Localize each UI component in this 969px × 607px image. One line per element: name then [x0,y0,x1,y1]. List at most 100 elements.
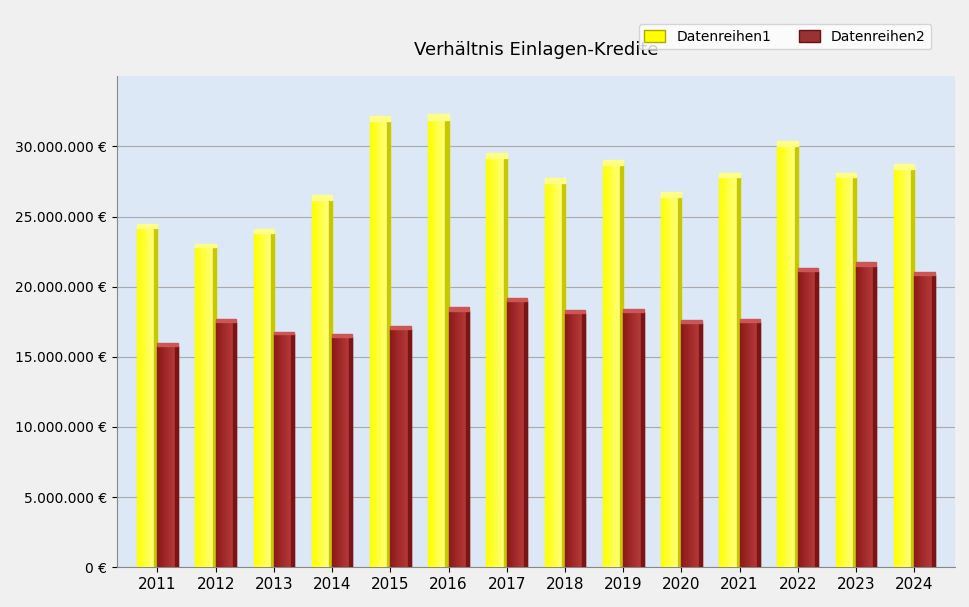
Bar [840,177,841,568]
Bar [435,120,436,568]
Bar [579,313,580,568]
Bar [563,183,564,568]
Bar [325,200,326,568]
Bar [452,311,453,568]
Bar [856,266,857,568]
Bar [408,329,409,568]
Bar [838,177,839,568]
Bar [316,200,317,568]
Bar [626,312,627,568]
Bar [518,300,519,568]
Bar [488,158,489,568]
Bar [209,248,210,568]
Bar [455,311,456,568]
Bar [154,228,155,568]
Bar [670,197,671,568]
Bar [519,300,520,568]
Bar [212,248,213,568]
Bar [554,183,555,568]
Bar [427,120,428,568]
Bar [680,323,682,568]
Bar [387,121,390,568]
Bar [523,300,524,568]
Bar [808,271,809,568]
Bar [289,334,290,568]
Bar [287,334,288,568]
Bar [757,322,758,568]
Bar [576,313,577,568]
Bar [501,158,502,568]
Bar [898,169,899,568]
Bar [850,177,851,568]
Bar [794,146,795,568]
Bar [583,313,584,568]
Bar [394,329,395,568]
Bar [804,271,805,568]
Bar [698,323,699,568]
Bar [735,177,736,568]
Bar [197,248,199,568]
Bar [618,164,619,568]
Bar [632,312,633,568]
Bar [397,329,398,568]
Bar [619,164,622,568]
Bar [932,276,934,568]
Bar [629,312,630,568]
Bar [219,322,220,568]
Bar [499,158,500,568]
Bar [442,120,443,568]
Bar [912,169,914,568]
Bar [502,158,503,568]
Bar [257,234,258,568]
Bar [843,177,844,568]
Bar [915,276,916,568]
Bar [327,200,328,568]
Bar [636,312,637,568]
Bar [866,266,867,568]
Bar [261,234,262,568]
Bar [857,266,858,568]
Bar [143,228,144,568]
Bar [288,334,289,568]
Bar [145,228,146,568]
Bar [899,169,900,568]
Bar [752,322,753,568]
Bar [515,300,516,568]
Bar [272,234,273,568]
Bar [148,228,149,568]
Bar [139,228,140,568]
Bar [627,312,628,568]
Bar [802,271,803,568]
Bar [789,146,790,568]
Bar [382,121,383,568]
Bar [227,322,228,568]
Bar [195,243,215,248]
Bar [324,200,325,568]
Bar [544,183,545,568]
Bar [871,266,872,568]
Bar [293,334,294,568]
Bar [381,121,382,568]
Bar [582,313,583,568]
Bar [672,197,673,568]
Bar [722,177,723,568]
Bar [333,337,335,568]
Bar [607,164,608,568]
Bar [836,177,837,568]
Bar [390,329,391,568]
Bar [893,169,894,568]
Bar [569,313,570,568]
Bar [215,319,235,322]
Bar [640,312,641,568]
Bar [556,183,557,568]
Bar [167,345,168,568]
Bar [904,169,905,568]
Bar [491,158,492,568]
Bar [746,322,747,568]
Bar [551,183,552,568]
Bar [753,322,754,568]
Bar [925,276,926,568]
Bar [749,322,750,568]
Bar [725,177,726,568]
Bar [578,313,579,568]
